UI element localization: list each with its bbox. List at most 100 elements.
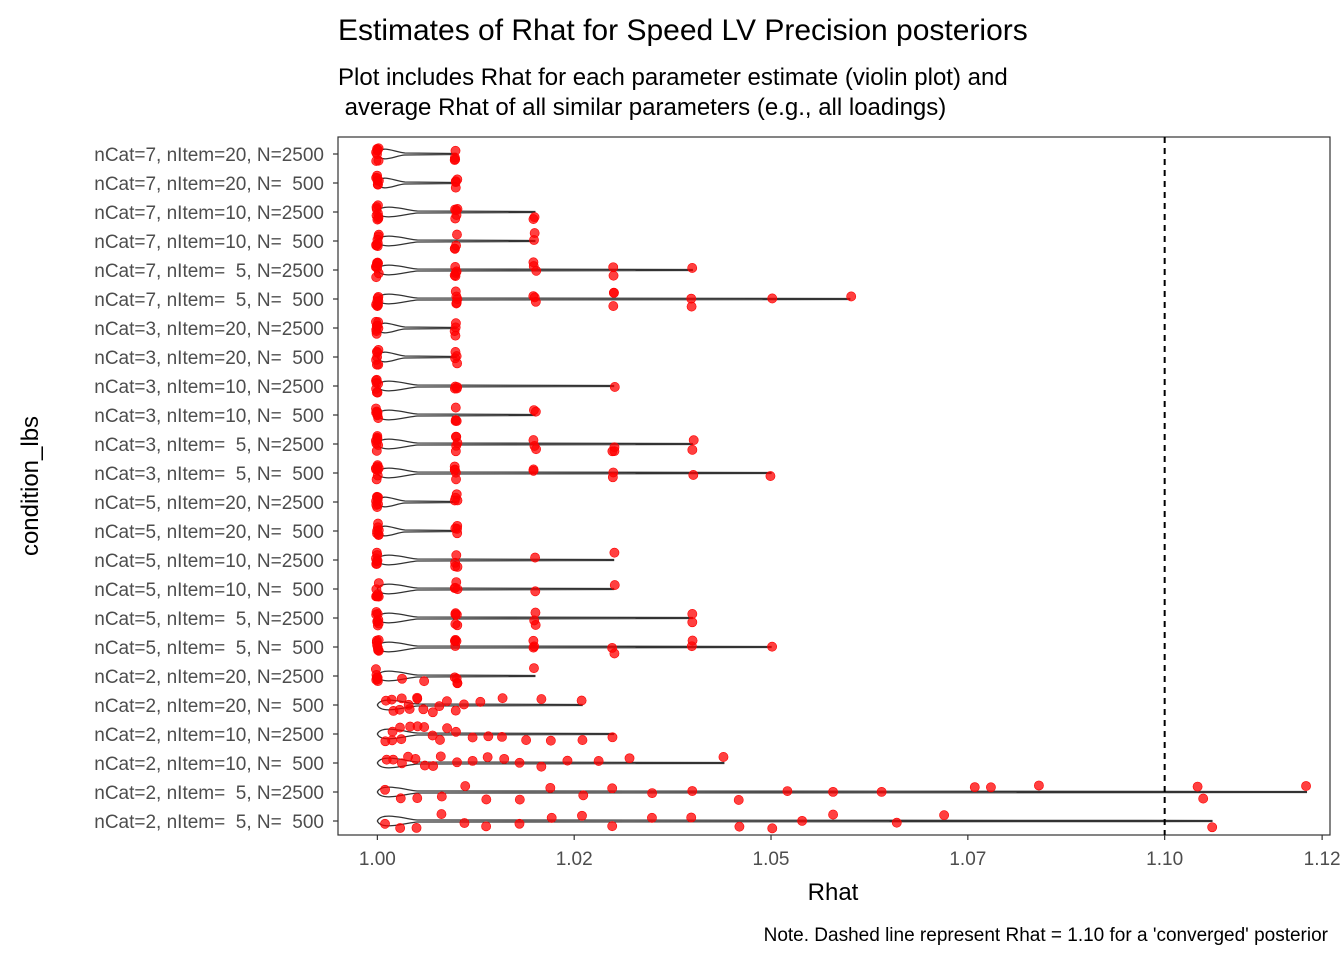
data-point [397,758,407,769]
data-point [397,673,407,684]
data-point [529,663,539,674]
chart-title: Estimates of Rhat for Speed LV Precision… [338,14,1028,47]
data-point [452,757,462,768]
data-point [452,620,463,631]
data-point [450,213,461,224]
data-point [419,722,430,732]
data-point [436,809,447,819]
y-tick-label: nCat=3, nItem= 5, N=2500 [94,435,324,456]
data-point [427,730,438,741]
data-point [609,580,620,590]
data-point [609,287,619,298]
data-point [475,696,486,707]
y-tick-label: nCat=3, nItem=20, N=2500 [94,319,324,340]
data-point [482,752,493,763]
data-point [452,358,463,369]
data-point [396,734,407,745]
y-tick-label: nCat=7, nItem=20, N=2500 [94,145,324,166]
data-point [394,704,405,715]
data-point [530,586,541,597]
data-point [451,240,461,251]
violin [376,351,457,363]
x-tick-label: 1.00 [359,849,396,870]
data-point [450,145,461,156]
data-point [688,435,699,446]
y-tick-label: nCat=2, nItem=20, N=2500 [94,667,324,688]
x-tick-label: 1.02 [556,849,593,870]
data-point [545,782,556,793]
plot-panel [337,136,1331,836]
data-point [449,326,460,336]
y-tick-label: nCat=7, nItem=10, N= 500 [94,232,324,253]
data-point [1207,822,1218,833]
data-point [387,735,398,746]
data-point [395,793,406,804]
data-point [451,474,461,485]
y-tick-label: nCat=2, nItem=10, N=2500 [94,725,324,746]
violin [376,177,457,189]
data-point [767,823,778,834]
data-point [411,822,422,833]
data-point [386,694,397,705]
data-point [828,809,838,820]
data-point [577,735,588,745]
data-point [499,753,510,764]
data-point [396,693,407,704]
data-point [1034,780,1044,791]
violin [376,815,1213,827]
data-point [782,786,793,796]
y-axis: nCat=7, nItem=20, N=2500 nCat=7, nItem=20… [94,145,338,833]
data-point [403,699,414,710]
data-point [536,694,547,704]
data-point [467,755,478,766]
data-point [687,444,698,455]
data-point [373,618,384,629]
data-point [546,812,557,823]
data-point [497,693,508,704]
data-point [1198,793,1209,804]
violin [376,670,536,682]
y-axis-title: condition_lbs [17,416,44,556]
data-point [371,240,382,251]
violin [376,467,772,479]
chart-caption: Note. Dashed line represent Rhat = 1.10 … [764,925,1329,946]
data-point [451,726,461,737]
y-tick-label: nCat=3, nItem= 5, N= 500 [94,464,324,485]
data-point [395,823,406,833]
violin [376,525,457,537]
data-point [451,636,462,646]
data-point [891,817,902,828]
data-point [372,609,383,619]
data-point [371,584,382,595]
data-point [765,471,776,481]
data-point [434,701,445,712]
data-point [412,793,423,804]
y-tick-label: nCat=5, nItem= 5, N= 500 [94,638,324,659]
data-point [460,781,471,791]
data-point [536,761,547,772]
y-tick-label: nCat=2, nItem=20, N= 500 [94,696,324,717]
data-point [608,262,619,273]
data-point [371,499,382,510]
data-point [449,383,460,394]
data-point [412,693,423,704]
data-point [371,204,382,214]
data-point [986,782,996,793]
data-point [452,584,463,595]
data-point [688,470,699,480]
y-tick-label: nCat=2, nItem= 5, N= 500 [94,812,324,833]
data-point [1301,781,1311,791]
data-point [593,756,604,766]
data-point [687,617,698,628]
y-tick-label: nCat=7, nItem=10, N=2500 [94,203,324,224]
data-point [459,699,469,710]
y-tick-label: nCat=5, nItem=10, N=2500 [94,551,324,572]
y-tick-label: nCat=2, nItem= 5, N=2500 [94,783,324,804]
data-point [481,821,492,832]
data-point [370,463,381,474]
y-tick-label: nCat=7, nItem=20, N= 500 [94,174,324,195]
data-point [435,735,445,745]
data-point [372,347,383,358]
data-point [371,637,382,648]
data-point [609,382,620,392]
